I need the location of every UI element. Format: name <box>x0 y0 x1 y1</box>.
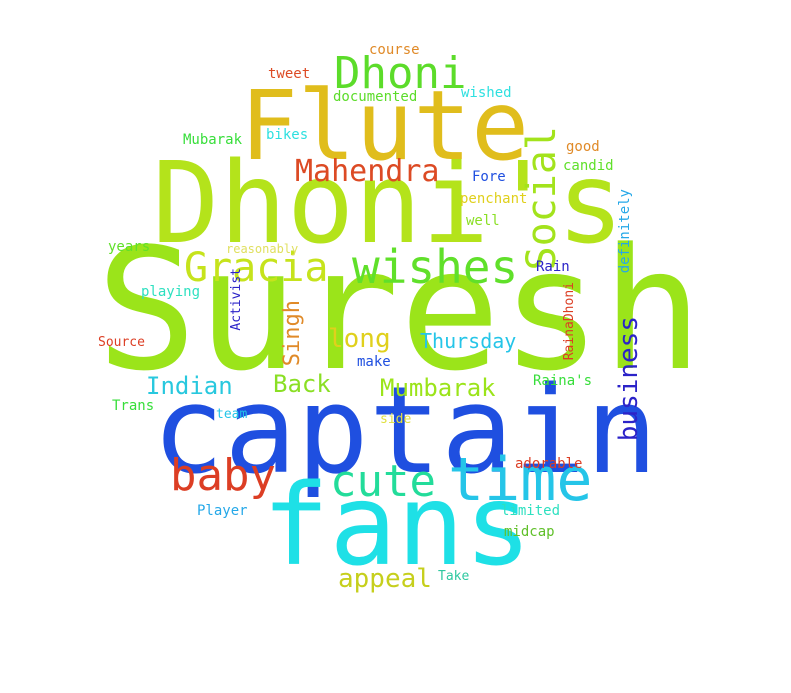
word-make: make <box>357 354 391 370</box>
word-trans: Trans <box>112 398 155 414</box>
word-mubarak: Mubarak <box>183 132 243 148</box>
word-playing: playing <box>141 284 201 300</box>
word-gracia: Gracia <box>184 245 329 291</box>
word-dhonis: Dhoni's <box>152 139 625 269</box>
word-rain: Rain <box>536 259 570 275</box>
word-singh: Singh <box>280 300 305 367</box>
word-good: good <box>566 139 600 155</box>
word-definitely: definitely <box>617 189 633 274</box>
word-player: Player <box>197 503 248 519</box>
word-side: side <box>380 412 412 427</box>
word-candid: candid <box>563 158 614 174</box>
word-bikes: bikes <box>266 127 309 143</box>
word-tweet: tweet <box>268 66 311 82</box>
word-documented: documented <box>333 89 418 105</box>
word-team: team <box>216 407 248 422</box>
word-wished: wished <box>461 85 512 101</box>
word-appeal: appeal <box>338 564 432 594</box>
word-well: well <box>466 213 500 229</box>
word-fans: fans <box>262 461 532 591</box>
word-years: years <box>108 239 151 255</box>
word-wishes: wishes <box>352 240 519 294</box>
word-social: Social <box>519 126 565 271</box>
word-baby: baby <box>170 450 276 501</box>
word-reasonably: reasonably <box>226 242 299 256</box>
word-back: Back <box>273 370 331 398</box>
word-course: course <box>369 42 420 58</box>
word-cute: cute <box>330 456 436 507</box>
word-captain: captain <box>152 362 658 501</box>
word-rainas: Raina's <box>533 373 593 389</box>
word-mahendra: Mahendra <box>295 154 440 189</box>
word-activist: Activist <box>229 268 244 331</box>
word-business: business <box>614 316 644 442</box>
word-flute: Flute <box>240 70 529 182</box>
word-take: Take <box>438 569 470 584</box>
word-penchant: penchant <box>460 191 528 207</box>
word-mumbarak: Mumbarak <box>380 374 496 402</box>
word-dhoni: Dhoni <box>334 48 467 99</box>
word-source: Source <box>98 335 145 350</box>
word-rainadhoni: RainaDhoni <box>562 282 577 361</box>
word-long: long <box>328 324 391 354</box>
word-indian: Indian <box>146 372 233 400</box>
word-suresh: Suresh <box>96 212 703 408</box>
word-time: time <box>448 445 593 515</box>
word-adorable: adorable <box>515 456 583 472</box>
word-midcap: midcap <box>504 524 555 540</box>
word-limited: limited <box>501 503 561 519</box>
word-thursday: Thursday <box>420 329 517 353</box>
word-fore: Fore <box>472 169 506 185</box>
